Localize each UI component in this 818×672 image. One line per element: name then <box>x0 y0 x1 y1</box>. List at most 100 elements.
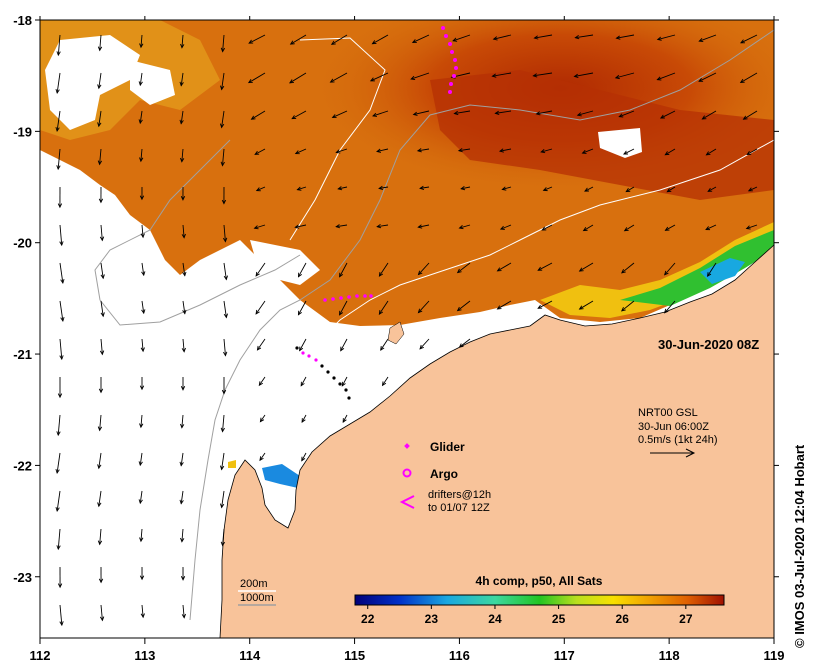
sst-coastal-band <box>540 222 774 318</box>
current-arrow-head <box>337 186 343 191</box>
current-arrow-head <box>532 73 538 78</box>
cloud-gap-mid <box>130 60 175 105</box>
current-arrow-head <box>376 148 382 153</box>
current-arrow-head <box>582 227 588 232</box>
current-arrow <box>221 110 225 128</box>
current-arrow <box>290 34 307 45</box>
current-arrow-head <box>220 47 226 53</box>
legend-drifters-line1: drifters@12h <box>428 489 491 501</box>
scale-arrow-icon <box>650 448 696 458</box>
y-tick-label: -19 <box>13 124 32 139</box>
legend-drifters-line2: to 01/07 12Z <box>428 502 490 514</box>
colorbar-tick-label: 23 <box>425 612 439 626</box>
current-arrow <box>141 604 144 618</box>
current-arrow-head <box>55 89 60 94</box>
current-arrow <box>536 110 553 115</box>
cloud-gap-west <box>45 35 140 130</box>
current-arrow-head <box>453 110 459 116</box>
current-arrow-head <box>299 346 304 352</box>
current-arrow <box>299 338 307 351</box>
current-arrow-head <box>417 270 423 276</box>
glider-track-mid <box>323 294 373 302</box>
current-arrow <box>223 338 226 356</box>
current-arrow-head <box>501 186 507 191</box>
current-arrow-head <box>707 187 713 192</box>
current-arrow <box>182 604 185 618</box>
current-arrow-head <box>584 187 589 192</box>
drifter-legend-icon <box>399 495 415 509</box>
current-arrow-head <box>140 347 145 353</box>
current-arrow <box>748 186 758 192</box>
current-arrow <box>740 34 758 44</box>
current-arrow <box>139 490 143 504</box>
current-arrow-head <box>180 157 185 163</box>
current-arrow-head <box>138 499 143 505</box>
current-arrow-head <box>615 35 621 40</box>
current-arrow-head <box>378 310 384 315</box>
current-arrow <box>222 414 225 432</box>
current-arrow-head <box>666 188 672 193</box>
current-arrow <box>141 300 145 314</box>
current-arrow-head <box>220 541 226 547</box>
x-tick-label: 117 <box>554 648 575 663</box>
current-arrow-head <box>419 185 425 190</box>
current-arrow <box>537 262 553 271</box>
current-arrow-head <box>301 418 306 423</box>
current-arrow-head <box>97 122 102 128</box>
current-arrow-head <box>97 46 103 52</box>
current-arrow-head <box>378 272 384 277</box>
current-arrow-head <box>491 73 497 78</box>
glider-track-south <box>295 346 351 400</box>
current-arrow <box>623 148 635 155</box>
current-arrow-head <box>181 347 186 353</box>
current-arrow-head <box>656 76 662 81</box>
current-arrow <box>413 110 430 115</box>
colorbar-tick-label: 22 <box>361 612 375 626</box>
current-arrow <box>584 186 594 192</box>
current-arrow <box>98 490 102 507</box>
current-vectors <box>55 34 758 627</box>
current-arrow-head <box>574 35 580 40</box>
current-arrow-head <box>707 272 712 278</box>
current-arrow-head <box>250 115 256 120</box>
sst-coastal-blue <box>700 258 745 284</box>
current-arrow <box>139 72 143 86</box>
current-arrow <box>141 338 144 352</box>
current-arrow-head <box>180 43 185 49</box>
current-arrow-head <box>220 503 225 509</box>
current-arrow <box>541 148 553 153</box>
current-arrow-head <box>419 344 424 350</box>
current-arrow <box>418 224 430 228</box>
current-arrow-head <box>221 389 227 395</box>
current-arrow <box>537 300 553 309</box>
current-arrow <box>665 148 676 156</box>
current-arrow-head <box>258 381 264 387</box>
current-arrow-head <box>259 456 264 462</box>
current-arrow-head <box>259 417 265 423</box>
current-arrow-head <box>56 165 61 171</box>
legend-glider: Glider <box>430 440 465 454</box>
current-arrow-head <box>656 36 662 41</box>
current-arrow <box>100 224 103 241</box>
current-arrow <box>707 186 717 192</box>
current-arrow-head <box>289 79 294 84</box>
current-arrow <box>534 34 553 39</box>
current-arrow-head <box>499 225 505 230</box>
current-arrow <box>330 72 348 83</box>
current-arrow-head <box>254 150 260 155</box>
current-arrow <box>223 300 227 318</box>
current-arrow <box>626 186 635 192</box>
current-arrow-head <box>100 274 105 280</box>
current-arrow <box>665 224 676 231</box>
current-arrow-head <box>99 616 105 622</box>
current-arrow-head <box>98 388 104 394</box>
current-arrow-head <box>663 308 669 314</box>
current-arrow <box>379 262 389 277</box>
current-arrow-head <box>745 225 751 230</box>
current-arrow <box>417 148 430 152</box>
current-arrow <box>461 186 471 190</box>
current-arrow <box>657 34 676 40</box>
current-arrow-head <box>97 160 103 166</box>
current-arrow-head <box>498 148 504 153</box>
current-arrow <box>497 262 512 272</box>
